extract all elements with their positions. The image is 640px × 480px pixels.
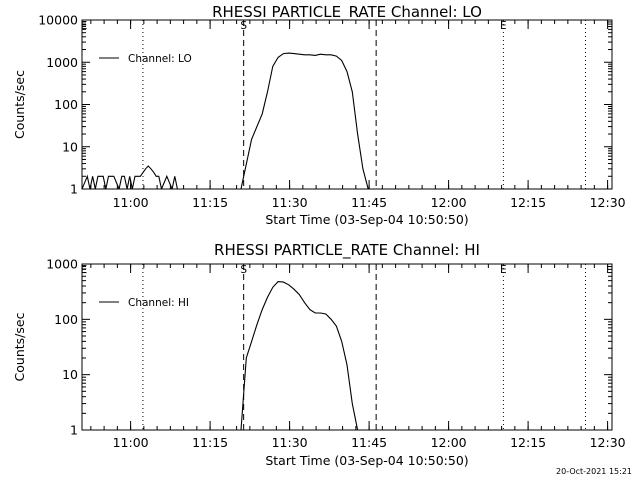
y-tick-label: 1 [70,182,78,197]
y-tick-label: 100 [54,97,78,112]
x-tick-label: 11:30 [272,435,308,450]
corner-marker: E [81,20,88,32]
corner-marker: E [81,264,88,276]
marker-label: S [240,20,247,32]
y-axis-label: Counts/sec [12,312,27,381]
chart-title: RHESSI PARTICLE_RATE Channel: LO [212,3,482,22]
marker-label: S [240,264,247,276]
plot-frame [81,263,613,431]
x-tick-label: 12:15 [510,195,546,210]
y-tick-label: 1 [70,423,78,438]
marker-label: E [500,20,507,32]
x-tick-label: 12:00 [431,195,467,210]
series-line-hi [240,281,369,430]
x-axis-label: Start Time (03-Sep-04 10:50:50) [265,453,468,468]
x-tick-label: 11:15 [192,195,228,210]
y-axis-label: Counts/sec [12,70,27,139]
x-tick-label: 12:30 [590,195,626,210]
y-tick-label: 10 [62,139,78,154]
y-tick-label: 100 [54,312,78,327]
x-tick-label: 12:00 [431,435,467,450]
x-tick-label: 12:15 [510,435,546,450]
x-tick-label: 11:15 [192,435,228,450]
x-tick-label: 11:45 [351,435,387,450]
series-line-lo [82,165,178,189]
chart-panel-hi: RHESSI PARTICLE_RATE Channel: HI 1 10 100 10… [12,241,626,468]
chart-title: RHESSI PARTICLE_RATE Channel: HI [214,241,480,260]
y-tick-label: 10 [62,367,78,382]
x-tick-label: 11:00 [113,195,149,210]
x-tick-label: 12:30 [590,435,626,450]
legend-label: Channel: LO [128,53,192,65]
plot-frame [81,19,613,190]
legend-label: Channel: HI [128,297,189,309]
y-tick-label: 1000 [46,55,78,70]
chart-panel-lo: RHESSI PARTICLE_RATE Channel: LO 1 10 100 10… [12,3,626,227]
x-tick-label: 11:30 [272,195,308,210]
x-tick-label: 11:00 [113,435,149,450]
x-axis-label: Start Time (03-Sep-04 10:50:50) [265,212,468,227]
footer-timestamp: 20-Oct-2021 15:21 [556,467,632,476]
y-tick-label: 1000 [46,257,78,272]
y-tick-label: 10000 [38,13,78,28]
series-line-lo [240,52,400,189]
x-tick-label: 11:45 [351,195,387,210]
marker-label: E [500,264,507,276]
